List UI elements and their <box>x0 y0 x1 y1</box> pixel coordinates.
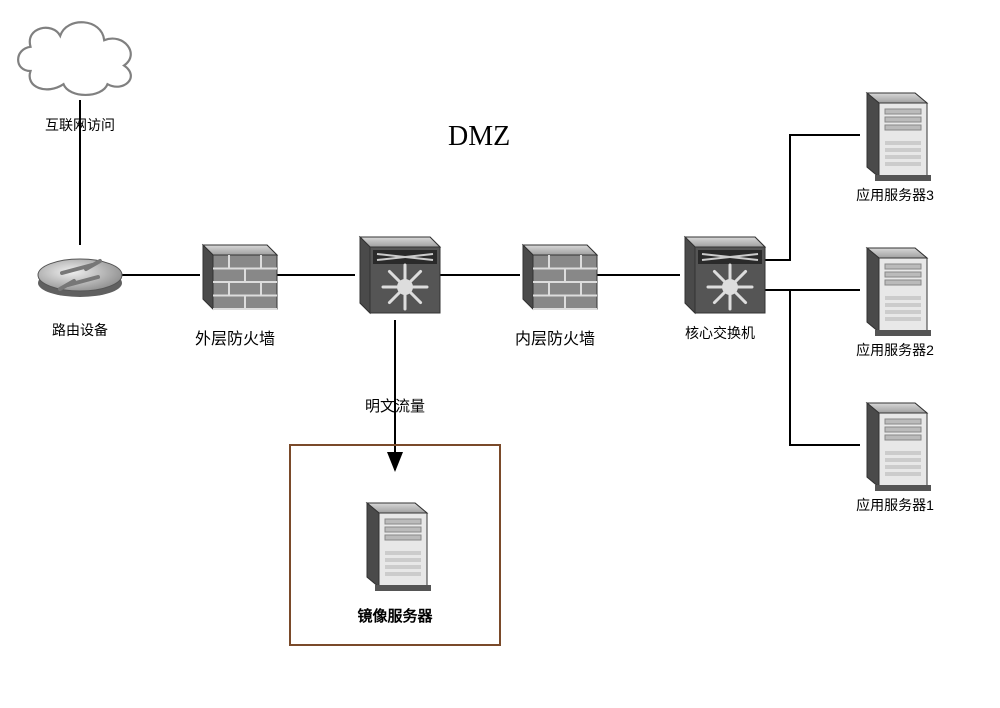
label-fw_inner: 内层防火墙 <box>475 325 635 349</box>
edge-switch_core-srv1 <box>790 290 860 445</box>
switch-icon <box>360 237 440 313</box>
label-mirror: 镜像服务器 <box>315 605 475 626</box>
label-srv2: 应用服务器2 <box>815 340 975 360</box>
label-router: 路由设备 <box>0 320 160 340</box>
router-icon <box>38 259 122 297</box>
server-icon <box>867 403 931 491</box>
label-srv3: 应用服务器3 <box>815 185 975 205</box>
switch-icon <box>685 237 765 313</box>
cloud-icon <box>18 22 131 95</box>
dmz-title: DMZ <box>448 121 510 152</box>
firewall-icon <box>523 245 597 309</box>
server-icon <box>867 248 931 336</box>
label-switch_core: 核心交换机 <box>685 325 755 342</box>
mirror-server-icon <box>367 503 431 591</box>
firewall-icon <box>203 245 277 309</box>
traffic-label: 明文流量 <box>315 395 475 416</box>
label-cloud: 互联网访问 <box>0 115 160 135</box>
label-srv1: 应用服务器1 <box>815 495 975 515</box>
label-fw_outer: 外层防火墙 <box>155 325 315 349</box>
server-icon <box>867 93 931 181</box>
